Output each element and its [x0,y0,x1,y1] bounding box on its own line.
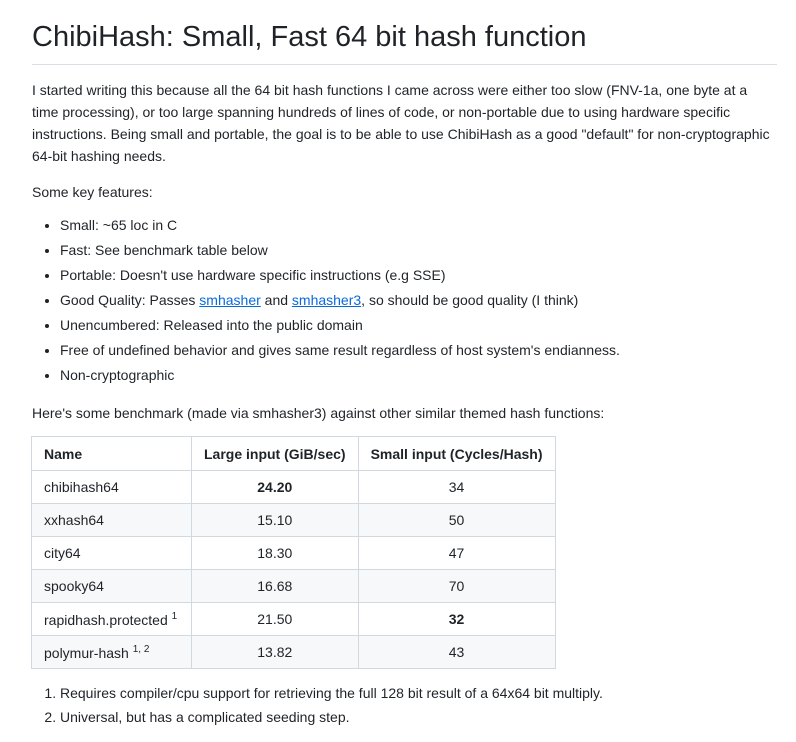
intro-paragraph: I started writing this because all the 6… [32,82,770,164]
table-row: spooky64 16.68 70 [31,569,556,603]
footnotes: Requires compiler/cpu support for retrie… [32,681,777,729]
benchmark-table: Name Large input (GiB/sec) Small input (… [31,436,556,669]
cell-small: 43 [357,635,556,669]
cell-small: 47 [357,536,556,570]
cell-large: 18.30 [191,536,359,570]
cell-name: rapidhash.protected 1 [31,602,192,636]
cell-large: 13.82 [191,635,359,669]
cell-small: 70 [357,569,556,603]
footnote-ref[interactable]: 1, 2 [132,643,150,655]
table-row: xxhash64 15.10 50 [31,503,556,537]
features-list: Small: ~65 loc in C Fast: See benchmark … [32,213,777,388]
cell-small: 32 [357,602,556,636]
column-header: Small input (Cycles/Hash) [357,436,556,471]
list-item: Non-cryptographic [60,363,777,388]
smhasher-link[interactable]: smhasher [199,292,261,308]
list-item: Portable: Doesn't use hardware specific … [60,263,777,288]
cell-large: 21.50 [191,602,359,636]
footnote-ref[interactable]: 1 [171,610,178,622]
cell-large: 15.10 [191,503,359,537]
cell-name: city64 [31,536,192,570]
table-row: city64 18.30 47 [31,536,556,570]
benchmark-intro: Here's some benchmark (made via smhasher… [32,405,605,421]
features-heading: Some key features: [32,184,153,200]
table-row: polymur-hash 1, 2 13.82 43 [31,635,556,669]
readme-content: ChibiHash: Small, Fast 64 bit hash funct… [31,0,777,729]
page-title: ChibiHash: Small, Fast 64 bit hash funct… [32,0,777,65]
list-item: Good Quality: Passes smhasher and smhash… [60,288,777,313]
cell-name: xxhash64 [31,503,192,537]
column-header: Large input (GiB/sec) [191,436,359,471]
list-item: Small: ~65 loc in C [60,213,777,238]
footnote: Universal, but has a complicated seeding… [60,705,777,729]
table-row: chibihash64 24.20 34 [31,470,556,504]
list-item: Fast: See benchmark table below [60,238,777,263]
table-row: rapidhash.protected 1 21.50 32 [31,602,556,636]
cell-large: 16.68 [191,569,359,603]
list-item: Unencumbered: Released into the public d… [60,313,777,338]
footnote: Requires compiler/cpu support for retrie… [60,681,777,705]
smhasher3-link[interactable]: smhasher3 [291,292,362,308]
cell-name: spooky64 [31,569,192,603]
list-item: Free of undefined behavior and gives sam… [60,338,777,363]
cell-small: 34 [357,470,556,504]
column-header: Name [31,436,192,471]
cell-small: 50 [357,503,556,537]
cell-name: polymur-hash 1, 2 [31,635,192,669]
cell-name: chibihash64 [31,470,192,504]
cell-large: 24.20 [191,470,359,504]
